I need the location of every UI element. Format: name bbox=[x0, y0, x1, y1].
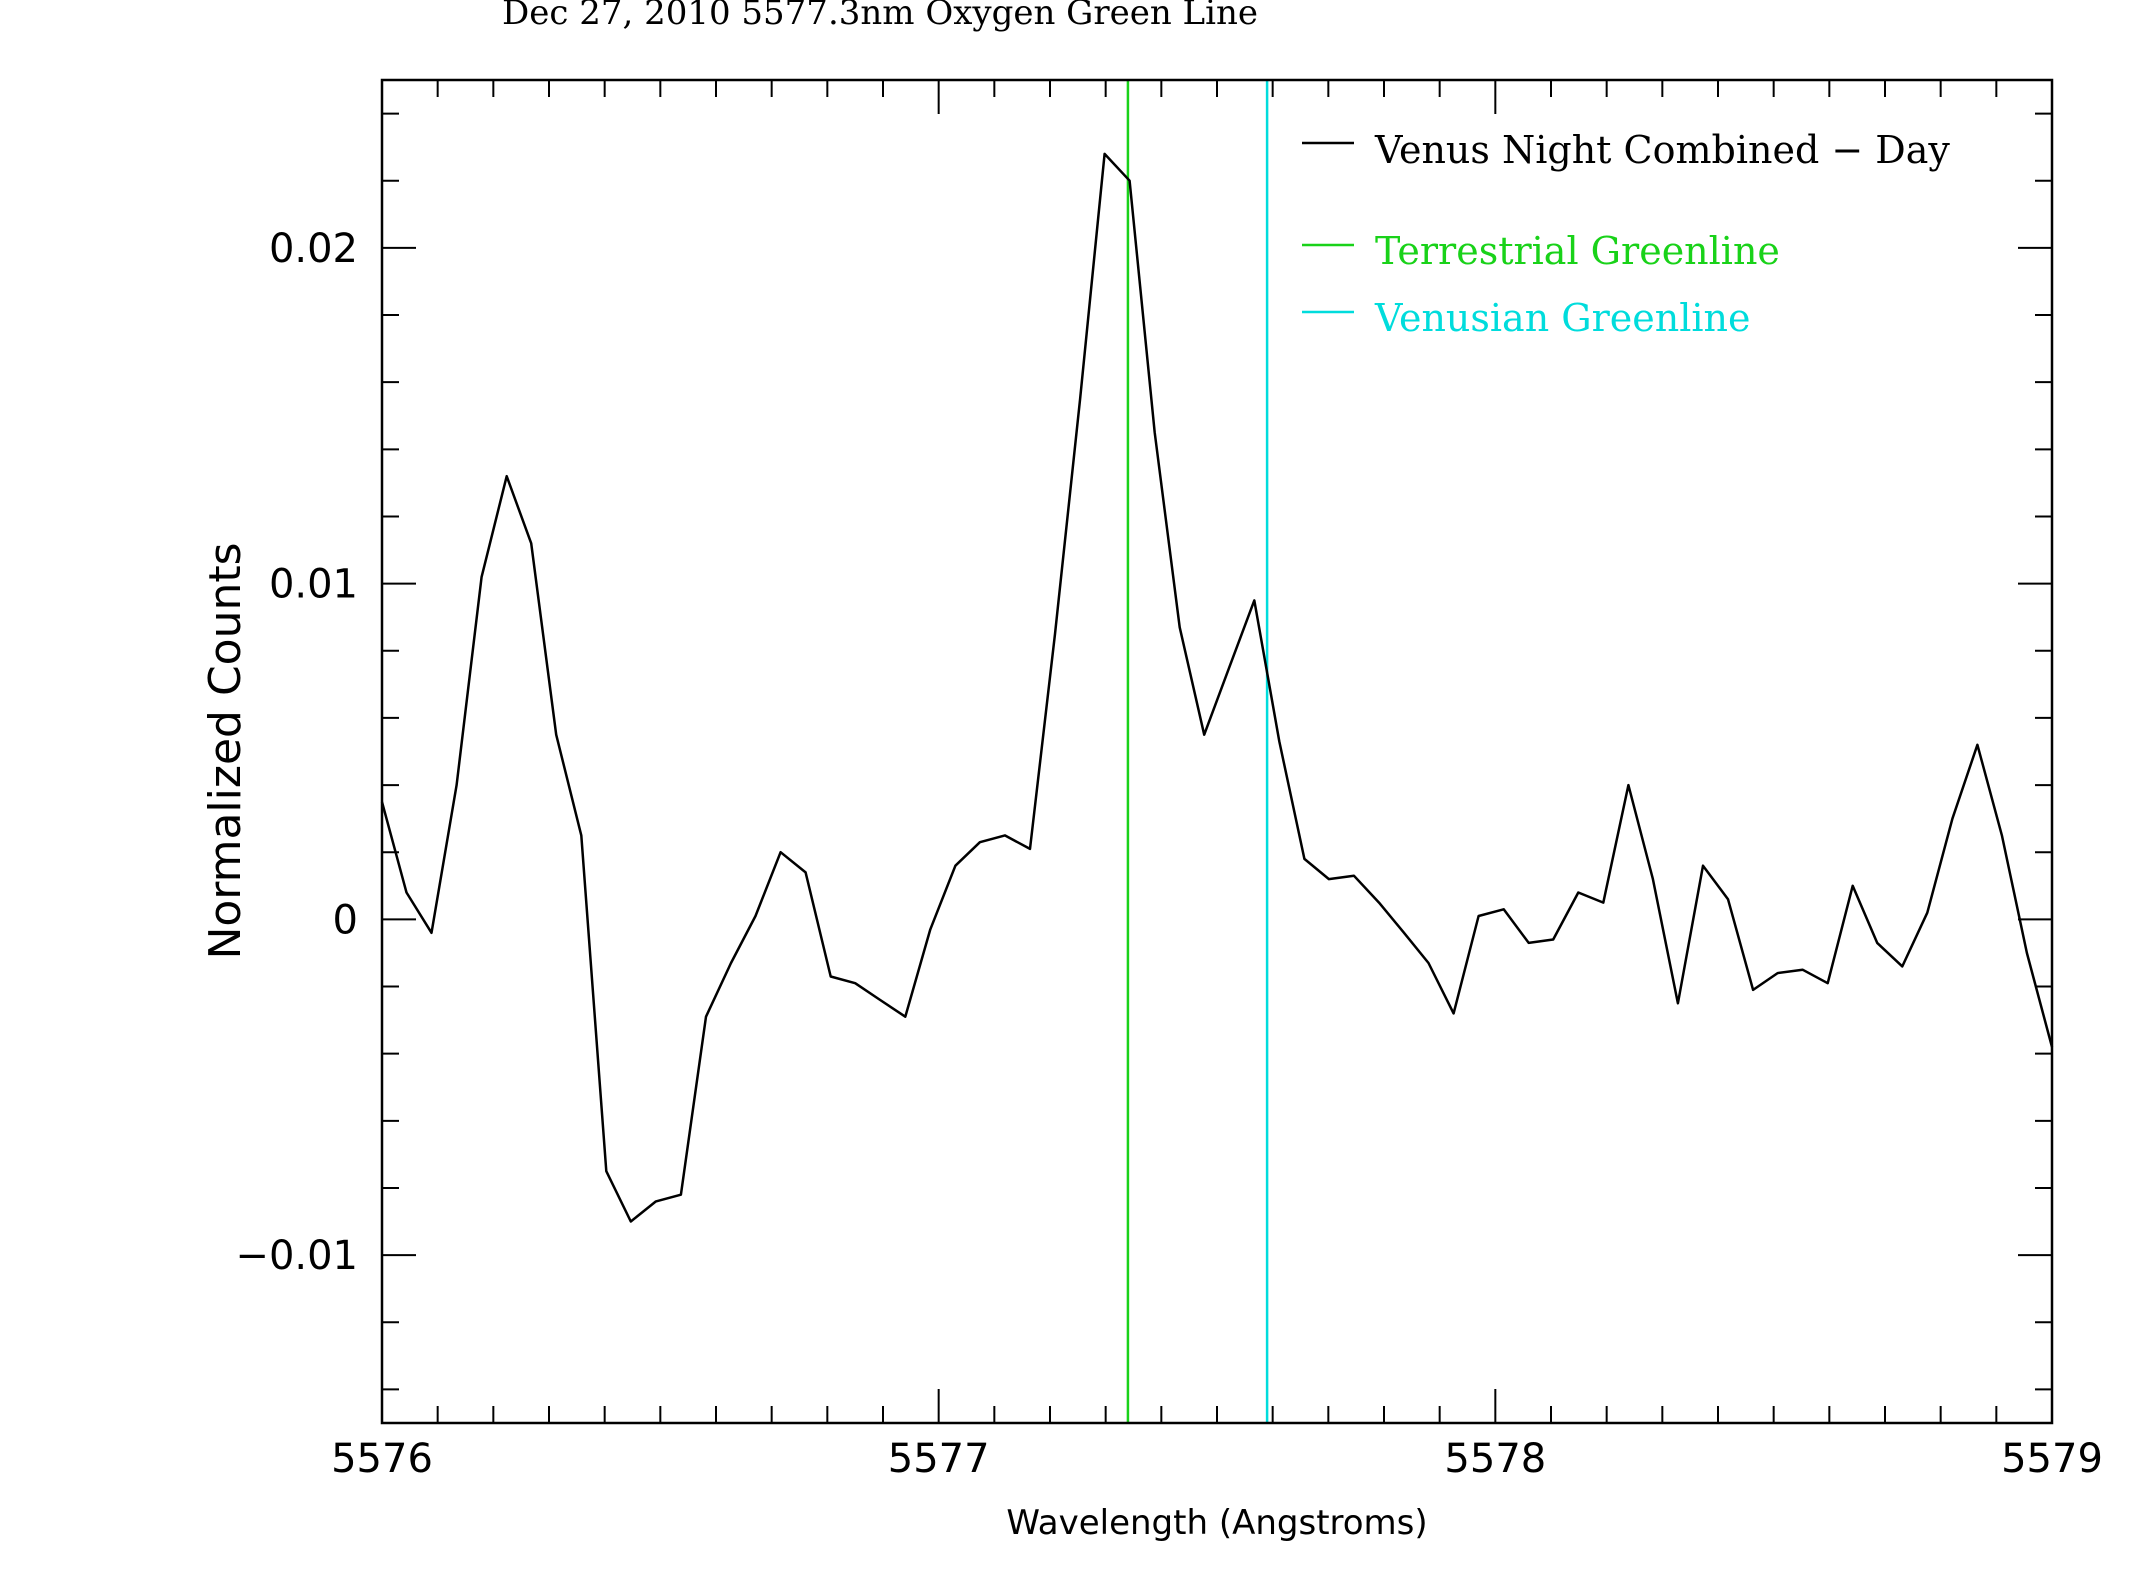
legend-label-venusian: Venusian Greenline bbox=[1374, 296, 1751, 340]
legend-label-terrestrial: Terrestrial Greenline bbox=[1375, 229, 1780, 273]
x-tick-label: 5578 bbox=[1444, 1436, 1546, 1482]
x-tick-label: 5577 bbox=[888, 1436, 990, 1482]
y-tick-label: 0.02 bbox=[269, 226, 358, 272]
y-tick-label: 0 bbox=[333, 897, 358, 943]
y-tick-label: −0.01 bbox=[235, 1233, 358, 1279]
series-line-0 bbox=[380, 152, 2054, 1223]
x-tick-label: 5576 bbox=[331, 1436, 433, 1482]
legend: Venus Night Combined − Day Terrestrial G… bbox=[1302, 128, 1950, 340]
chart-title: Dec 27, 2010 5577.3nm Oxygen Green Line bbox=[502, 0, 1258, 33]
y-tick-label: 0.01 bbox=[269, 562, 358, 608]
legend-label-series: Venus Night Combined − Day bbox=[1374, 128, 1950, 172]
y-axis-title: Normalized Counts bbox=[200, 542, 251, 959]
x-axis-title: Wavelength (Angstroms) bbox=[1006, 1503, 1427, 1543]
x-tick-label: 5579 bbox=[2001, 1436, 2103, 1482]
